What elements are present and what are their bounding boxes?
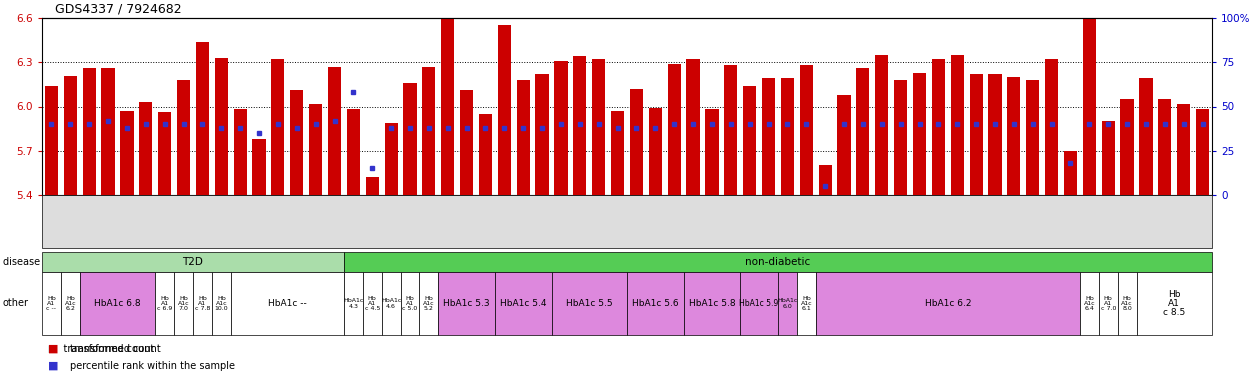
Text: HbA1c
6.0: HbA1c 6.0 xyxy=(777,298,798,308)
Text: Hb
A1c
10.0: Hb A1c 10.0 xyxy=(214,296,228,311)
Bar xyxy=(1045,59,1058,195)
Bar xyxy=(83,68,95,195)
Bar xyxy=(233,109,247,195)
Bar xyxy=(517,80,529,195)
Bar xyxy=(705,109,719,195)
Bar xyxy=(856,68,869,195)
Bar xyxy=(479,114,492,195)
Bar xyxy=(327,67,341,195)
Bar xyxy=(404,83,416,195)
Bar xyxy=(875,55,888,195)
Text: Hb
A1
c --: Hb A1 c -- xyxy=(46,296,56,311)
Text: ■  transformed count: ■ transformed count xyxy=(48,344,154,354)
Text: other: other xyxy=(3,298,29,308)
Text: GDS4337 / 7924682: GDS4337 / 7924682 xyxy=(54,3,181,16)
Text: HbA1c
4.6: HbA1c 4.6 xyxy=(381,298,401,308)
Bar xyxy=(1178,104,1190,195)
Bar xyxy=(308,104,322,195)
Text: Hb
A1c
6.4: Hb A1c 6.4 xyxy=(1083,296,1095,311)
Bar xyxy=(800,65,813,195)
Text: Hb
A1c
7.0: Hb A1c 7.0 xyxy=(178,296,189,311)
Bar xyxy=(460,90,473,195)
Bar xyxy=(252,139,266,195)
Bar xyxy=(271,59,285,195)
Bar xyxy=(64,76,76,195)
Text: HbA1c --: HbA1c -- xyxy=(268,299,307,308)
Bar xyxy=(385,123,398,195)
Text: HbA1c 5.8: HbA1c 5.8 xyxy=(688,299,735,308)
Bar xyxy=(611,111,624,195)
Bar xyxy=(762,78,775,195)
Bar xyxy=(366,177,379,195)
Bar xyxy=(932,59,946,195)
Text: Hb
A1
c 5.0: Hb A1 c 5.0 xyxy=(403,296,418,311)
Text: ■: ■ xyxy=(48,361,59,371)
Text: Hb
A1c
5.2: Hb A1c 5.2 xyxy=(423,296,435,311)
Text: Hb
A1c
8.0: Hb A1c 8.0 xyxy=(1121,296,1132,311)
Bar xyxy=(988,74,1002,195)
Bar xyxy=(214,58,228,195)
Text: T2D: T2D xyxy=(183,257,203,267)
Bar xyxy=(592,59,606,195)
Text: HbA1c 6.8: HbA1c 6.8 xyxy=(94,299,140,308)
Bar xyxy=(441,11,454,195)
Bar xyxy=(781,78,794,195)
Text: Hb
A1
c 8.5: Hb A1 c 8.5 xyxy=(1164,290,1185,317)
Bar xyxy=(1159,99,1171,195)
Bar xyxy=(498,25,510,195)
Text: Hb
A1
c 7.0: Hb A1 c 7.0 xyxy=(1101,296,1116,311)
Bar xyxy=(45,86,58,195)
Text: HbA1c 5.4: HbA1c 5.4 xyxy=(500,299,547,308)
Bar xyxy=(819,166,831,195)
Bar xyxy=(894,80,907,195)
Text: Hb
A1c
6.1: Hb A1c 6.1 xyxy=(800,296,813,311)
Text: Hb
A1
c 7.8: Hb A1 c 7.8 xyxy=(194,296,211,311)
Text: HbA1c 5.6: HbA1c 5.6 xyxy=(632,299,678,308)
Text: disease state: disease state xyxy=(3,257,68,267)
Bar xyxy=(744,86,756,195)
Bar xyxy=(290,90,303,195)
Text: HbA1c 5.5: HbA1c 5.5 xyxy=(566,299,612,308)
Bar xyxy=(120,111,133,195)
Bar xyxy=(1121,99,1134,195)
Text: HbA1c 5.3: HbA1c 5.3 xyxy=(443,299,490,308)
Text: non-diabetic: non-diabetic xyxy=(745,257,810,267)
Bar xyxy=(648,108,662,195)
Bar xyxy=(969,74,983,195)
Bar xyxy=(951,55,964,195)
Text: HbA1c 5.9: HbA1c 5.9 xyxy=(740,299,779,308)
Bar xyxy=(177,80,191,195)
Bar xyxy=(1101,121,1115,195)
Bar xyxy=(102,68,114,195)
Bar xyxy=(554,61,568,195)
Bar xyxy=(139,102,153,195)
Bar xyxy=(630,89,643,195)
Text: Hb
A1
c 4.5: Hb A1 c 4.5 xyxy=(365,296,380,311)
Text: Hb
A1
c 6.9: Hb A1 c 6.9 xyxy=(157,296,172,311)
Text: ■: ■ xyxy=(48,344,59,354)
Bar xyxy=(686,59,700,195)
Bar xyxy=(196,41,209,195)
Text: transformed count: transformed count xyxy=(69,344,161,354)
Bar xyxy=(573,56,587,195)
Text: percentile rank within the sample: percentile rank within the sample xyxy=(69,361,234,371)
Bar xyxy=(347,109,360,195)
Text: HbA1c
4.3: HbA1c 4.3 xyxy=(344,298,364,308)
Bar xyxy=(1007,77,1021,195)
Text: HbA1c 6.2: HbA1c 6.2 xyxy=(924,299,971,308)
Bar xyxy=(158,113,172,195)
Text: Hb
A1c
6.2: Hb A1c 6.2 xyxy=(64,296,76,311)
Bar xyxy=(1196,109,1209,195)
Bar xyxy=(725,65,737,195)
Bar xyxy=(667,64,681,195)
Bar xyxy=(1026,80,1040,195)
Bar xyxy=(1063,151,1077,195)
Bar xyxy=(535,74,549,195)
Bar xyxy=(1140,78,1152,195)
Bar xyxy=(838,95,850,195)
Bar xyxy=(1082,11,1096,195)
Bar xyxy=(913,73,927,195)
Bar xyxy=(423,67,435,195)
